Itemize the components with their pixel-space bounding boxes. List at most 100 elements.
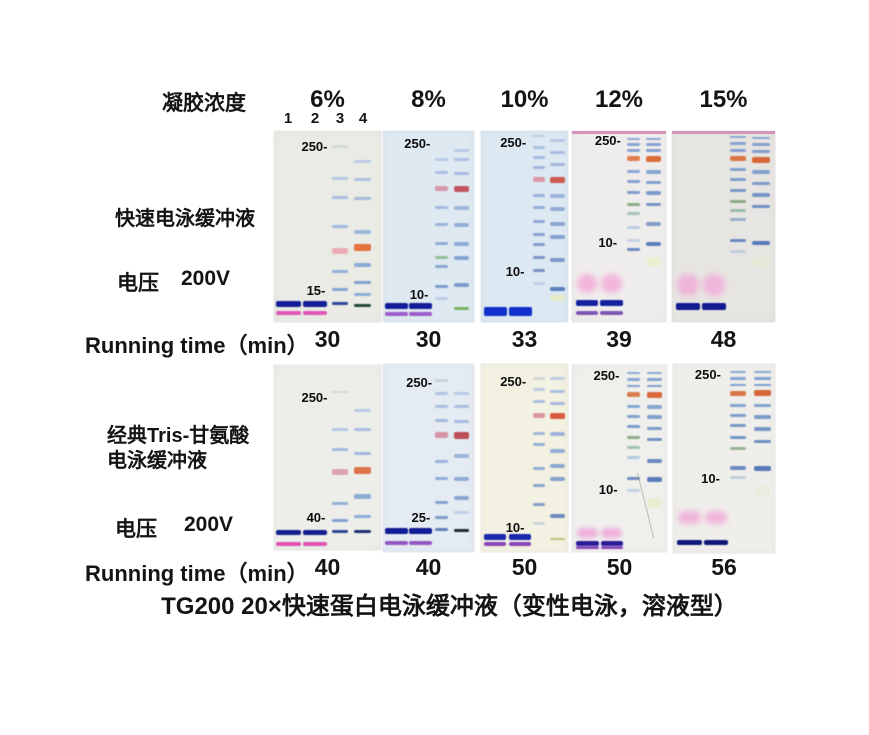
protein-band [453, 431, 469, 439]
mw-marker-label: 250- [594, 132, 621, 148]
lane-2 [701, 131, 726, 322]
protein-band [453, 476, 469, 481]
protein-band [533, 242, 546, 246]
mw-marker-label: 250- [500, 374, 527, 390]
protein-band [549, 235, 565, 240]
lane-2 [409, 131, 433, 322]
protein-band [752, 181, 770, 186]
mw-marker-label: 250- [404, 135, 431, 151]
mw-marker-label: 250- [694, 366, 721, 382]
protein-band [753, 427, 771, 431]
lane-3 [331, 131, 348, 322]
protein-band [729, 135, 747, 139]
protein-band [331, 468, 348, 475]
lane-number: 2 [310, 110, 320, 127]
protein-band [752, 193, 770, 197]
protein-band [434, 379, 448, 382]
buffer-label-fast: 快速电泳缓冲液 [115, 207, 255, 232]
protein-band [409, 302, 433, 309]
protein-band [276, 541, 301, 546]
lane-4 [549, 131, 565, 322]
lane-3 [730, 364, 747, 553]
protein-band [453, 420, 469, 424]
protein-band [753, 390, 771, 397]
protein-band [729, 199, 747, 203]
lane-2 [302, 365, 328, 550]
protein-band [626, 149, 640, 152]
protein-band [453, 157, 469, 161]
lane-1 [677, 364, 702, 553]
protein-band [533, 269, 546, 273]
sample-blob [678, 511, 701, 525]
protein-band [730, 447, 747, 451]
sample-blob [704, 511, 728, 525]
lane-3 [434, 131, 448, 322]
protein-band [575, 540, 599, 546]
protein-band [627, 489, 641, 493]
protein-band [331, 176, 348, 180]
lane-1 [483, 364, 507, 552]
sample-blob [576, 527, 598, 538]
protein-band [626, 238, 640, 242]
lane-1 [575, 365, 599, 552]
protein-band [453, 528, 469, 532]
protein-band [434, 284, 448, 288]
protein-band [533, 442, 546, 446]
running-time-value: 33 [511, 326, 538, 352]
protein-band [753, 383, 771, 387]
protein-band [752, 136, 770, 140]
lane-2 [409, 364, 433, 552]
protein-band [730, 383, 747, 387]
protein-band [730, 466, 747, 470]
protein-band [753, 439, 771, 444]
protein-band [647, 392, 663, 399]
protein-band [354, 293, 372, 297]
protein-band [549, 176, 565, 183]
running-time-value: 50 [511, 554, 538, 580]
protein-band [434, 405, 448, 409]
mw-marker-label: 25- [411, 509, 431, 525]
protein-band [533, 377, 546, 380]
running-time-value: 56 [711, 554, 737, 580]
protein-band [646, 191, 662, 195]
protein-band [453, 186, 469, 193]
protein-band [434, 241, 448, 245]
protein-band [354, 529, 372, 534]
lane-3 [331, 365, 348, 550]
protein-band [434, 186, 448, 192]
protein-band [575, 300, 599, 307]
protein-band [549, 431, 565, 436]
protein-band [729, 189, 747, 193]
lane-2 [508, 131, 533, 322]
protein-band [626, 143, 640, 146]
protein-band [533, 134, 546, 138]
concentration-label: 15% [699, 86, 748, 113]
lane-4 [647, 365, 663, 552]
protein-band [647, 371, 663, 375]
lane-1 [575, 131, 599, 322]
mw-marker-label: 250- [301, 389, 328, 405]
lane-1 [276, 131, 301, 322]
protein-band [434, 476, 448, 480]
protein-band [626, 137, 640, 141]
lane-3 [626, 131, 640, 322]
protein-band [331, 518, 348, 522]
protein-band [331, 287, 348, 291]
lane-4 [753, 364, 771, 553]
protein-band [647, 415, 663, 419]
lane-4 [354, 131, 372, 322]
protein-band [646, 257, 662, 267]
lane-1 [384, 131, 408, 322]
running-time-value: 39 [606, 326, 632, 352]
sample-blob [702, 274, 725, 297]
voltage-value: 200V [184, 513, 234, 536]
protein-band [752, 170, 770, 174]
lane-3 [533, 131, 546, 322]
protein-band [703, 539, 729, 546]
protein-band [354, 493, 372, 499]
protein-band [646, 155, 662, 162]
protein-band [646, 202, 662, 207]
protein-band [646, 149, 662, 152]
lane-number: 3 [335, 110, 345, 127]
protein-band [354, 514, 372, 518]
